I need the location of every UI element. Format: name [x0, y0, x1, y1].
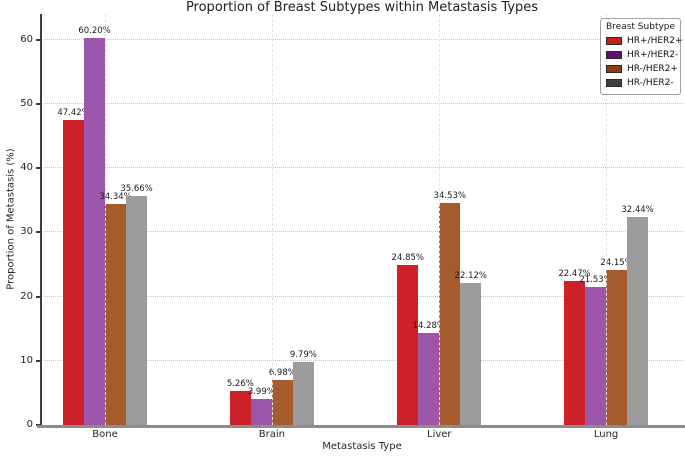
bar-brain-HR-/HER2+: 6.98% [269, 368, 296, 425]
legend-swatch-icon [606, 51, 622, 59]
gridline-h [40, 102, 684, 104]
y-tick-label: 50 [20, 97, 33, 109]
bar-value-label: 35.66% [120, 184, 153, 194]
x-tick-label-bone: Bone [92, 429, 118, 440]
y-tick-mark [36, 359, 40, 362]
y-axis-spine [40, 14, 42, 425]
bar-lung-HR+/HER2+: 22.47% [558, 269, 591, 425]
bar-value-label: 21.53% [579, 274, 612, 285]
gridline-v [271, 14, 273, 425]
bar-value-label: 60.20% [78, 26, 111, 37]
y-tick-label: 20 [20, 290, 33, 302]
legend-swatch-icon [606, 65, 622, 73]
y-tick-mark [36, 231, 40, 234]
plot-area: 47.42% 60.20% 34.34% 35.66% 5.26% 3.99% 6.98% 9… [37, 14, 685, 428]
gridline-h [40, 295, 684, 297]
bar-value-label: 9.79% [289, 350, 317, 361]
y-tick-mark [36, 295, 40, 298]
bar-lung-HR+/HER2-: 21.53% [579, 275, 612, 425]
bar-value-label: 24.85% [391, 253, 424, 264]
bar-value-label: 14.28% [412, 321, 445, 332]
legend-item-label: HR+/HER2+ [627, 36, 683, 46]
bar-brain-HR-/HER2-: 9.79% [290, 350, 317, 425]
y-tick-label: 60 [20, 33, 33, 45]
bar-bone-HR-/HER2-: 35.66% [120, 184, 153, 425]
bar-value-label: 3.99% [247, 387, 275, 398]
bar-brain-HR+/HER2-: 3.99% [248, 387, 275, 425]
legend-items: HR+/HER2+ HR+/HER2- HR-/HER2+ HR-/HER2- [606, 34, 683, 90]
legend-title: Breast Subtype [606, 22, 676, 32]
x-axis-spine [37, 425, 685, 428]
bar-value-label: 5.26% [226, 379, 254, 390]
bar-liver-HR+/HER2+: 24.85% [392, 253, 424, 425]
y-tick-mark [36, 102, 40, 105]
legend-item-label: HR+/HER2- [627, 50, 679, 60]
bar-value-label: 47.42% [57, 108, 90, 119]
bar-lung-HR-/HER2+: 24.15% [600, 258, 633, 425]
bar-liver-HR-/HER2-: 22.12% [455, 271, 487, 425]
y-tick-label: 30 [20, 226, 33, 238]
bar-value-label: 22.47% [558, 268, 591, 279]
gridline-v [105, 14, 107, 425]
legend-item: HR-/HER2- [606, 76, 675, 90]
bar-bone-HR+/HER2-: 60.20% [78, 26, 111, 425]
bar-value-label: 34.34% [99, 192, 132, 203]
gridline-h [40, 167, 684, 169]
gridline-v [606, 14, 608, 425]
y-tick-mark [36, 167, 40, 170]
bar-lung-HR-/HER2-: 32.44% [621, 205, 654, 425]
x-tick-label-liver: Liver [427, 429, 452, 440]
y-tick-label: 10 [20, 354, 33, 366]
bar-value-label: 24.15% [600, 257, 633, 268]
y-tick-label: 40 [20, 162, 33, 174]
legend-item: HR+/HER2- [606, 48, 679, 62]
bar-liver-HR+/HER2-: 14.28% [413, 321, 445, 425]
bar-liver-HR-/HER2+: 34.53% [434, 191, 466, 425]
bar-value-label: 32.44% [621, 204, 654, 215]
legend-swatch-icon [606, 37, 622, 45]
x-tick-label-lung: Lung [593, 429, 619, 440]
gridline-h [40, 38, 684, 40]
bar-bone-HR+/HER2+: 47.42% [57, 108, 90, 425]
gridline-v [439, 14, 441, 425]
y-tick-mark [36, 38, 40, 41]
chart-title: Proportion of Breast Subtypes within Met… [185, 0, 539, 15]
bar-value-label: 34.53% [433, 191, 466, 202]
gridline-h [40, 359, 684, 361]
bar-brain-HR+/HER2+: 5.26% [227, 379, 254, 425]
y-tick-label: 0 [26, 419, 33, 430]
legend: Breast Subtype HR+/HER2+ HR+/HER2- HR-/HER… [600, 18, 683, 95]
x-tick-label-brain: Brain [258, 429, 285, 440]
gridline-h [40, 231, 684, 233]
bar-bone-HR-/HER2+: 34.34% [99, 192, 132, 425]
legend-item-label: HR-/HER2+ [627, 64, 678, 74]
bar-value-label: 6.98% [268, 368, 296, 379]
legend-item-label: HR-/HER2- [627, 78, 674, 88]
bar-value-label: 22.12% [454, 270, 487, 281]
legend-item: HR-/HER2+ [606, 62, 678, 76]
x-axis-title: Metastasis Type [322, 441, 402, 452]
legend-swatch-icon [606, 79, 622, 87]
legend-item: HR+/HER2+ [606, 34, 683, 48]
